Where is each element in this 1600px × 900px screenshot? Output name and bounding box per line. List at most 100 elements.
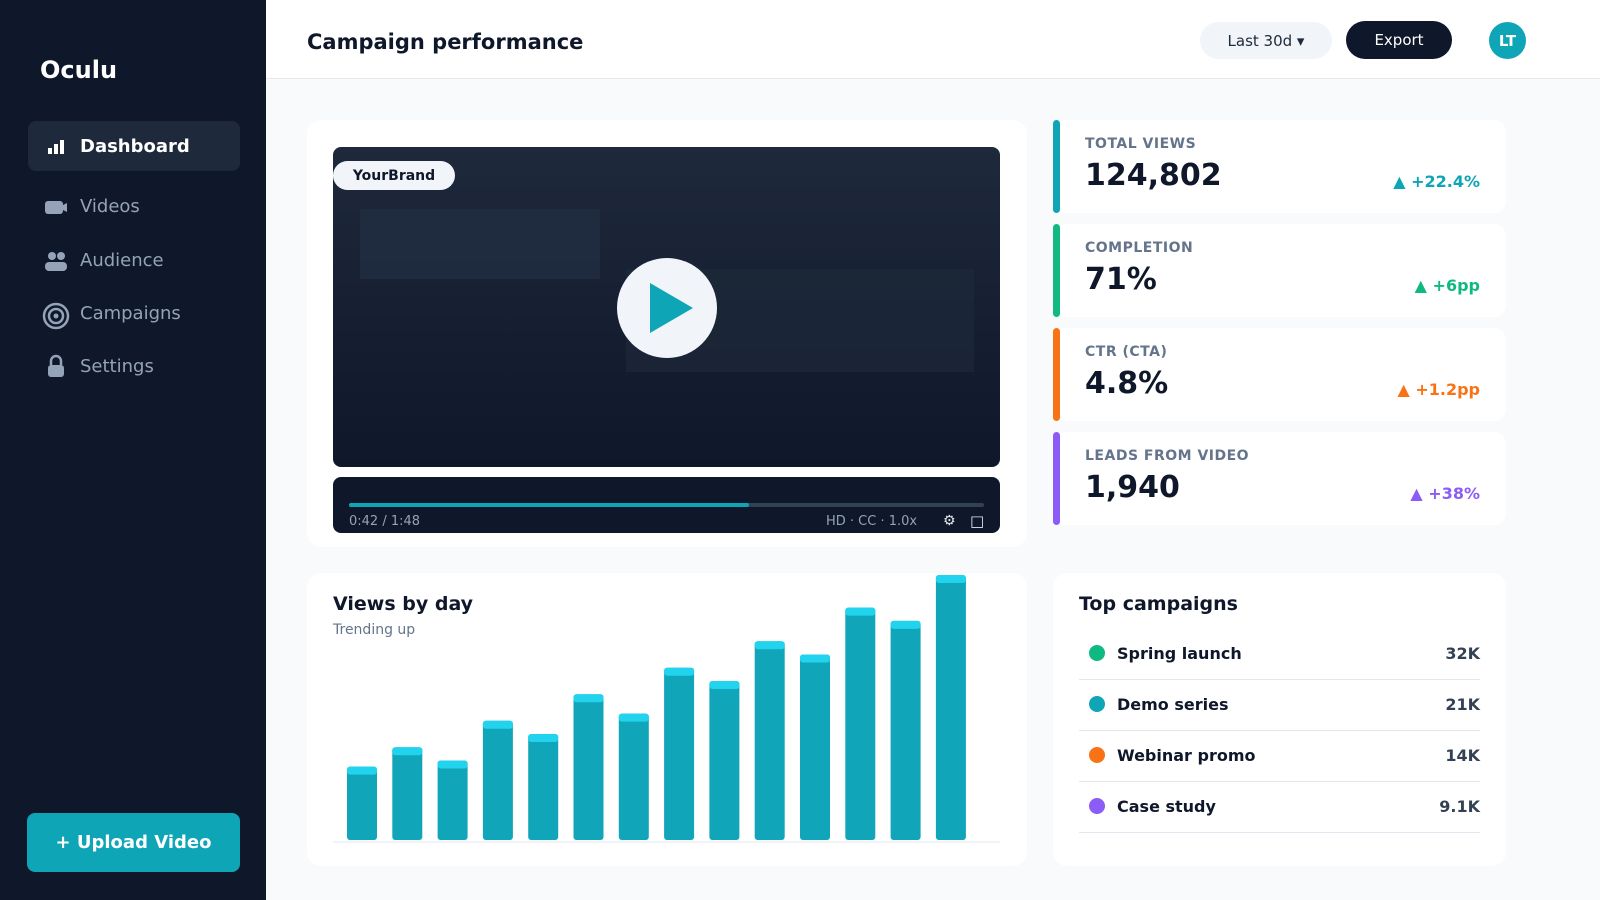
bar-cap xyxy=(482,720,513,729)
kpi-value: 124,802 xyxy=(1085,158,1222,193)
bar xyxy=(664,667,695,840)
campaigns-card: Top campaigns Spring launch 32K Demo serie… xyxy=(1053,573,1506,866)
video-controls: 0:42 / 1:48 HD · CC · 1.0x ⚙ □ xyxy=(333,477,1000,533)
nav-item[interactable]: Settings xyxy=(80,355,154,377)
kpi-stripe xyxy=(1053,120,1060,213)
row-divider xyxy=(1079,781,1480,782)
brand: Oculu xyxy=(40,56,118,84)
campaign-dot xyxy=(1089,747,1105,763)
bar-chart xyxy=(333,575,1000,843)
kpi-delta: ▲ +6pp xyxy=(1414,276,1480,295)
bar xyxy=(392,747,423,840)
kpi-card: CTR (CTA) 4.8% ▲ +1.2pp xyxy=(1053,328,1506,421)
bar-cap xyxy=(709,681,740,689)
bar-body xyxy=(754,641,785,840)
icon-dashboard xyxy=(48,140,64,154)
campaign-name[interactable]: Webinar promo xyxy=(1117,746,1256,765)
row-divider xyxy=(1079,730,1480,731)
bar-cap xyxy=(845,607,876,616)
icon-settings xyxy=(48,354,64,377)
sidebar: Oculu Settings Campaigns Audience Videos Das… xyxy=(0,0,266,900)
topbar: Campaign performance Last 30d ▾ Export L… xyxy=(266,0,1600,79)
campaign-dot xyxy=(1089,696,1105,712)
kpi-value: 1,940 xyxy=(1085,470,1180,505)
kpi-delta: ▲ +22.4% xyxy=(1393,172,1480,191)
bar-body xyxy=(709,681,740,840)
kpi-stripe xyxy=(1053,328,1060,421)
progress-fill xyxy=(349,503,749,507)
fullscreen-icon[interactable]: □ xyxy=(970,512,985,530)
nav-item[interactable]: Videos xyxy=(80,195,140,217)
kpi-delta: ▲ +1.2pp xyxy=(1397,380,1480,399)
bar-body xyxy=(573,694,604,840)
kpi-label: TOTAL VIEWS xyxy=(1085,136,1197,152)
bar-body xyxy=(482,720,513,840)
bar-cap xyxy=(800,654,830,663)
bar xyxy=(709,681,740,840)
bar-cap xyxy=(935,575,966,583)
video-player[interactable]: YourBrand xyxy=(333,147,1000,467)
campaign-name[interactable]: Case study xyxy=(1117,797,1216,816)
bar xyxy=(437,760,468,840)
bar-cap xyxy=(437,760,468,769)
bar-body xyxy=(664,667,695,840)
video-card: YourBrand 0:42 / 1:48 HD · CC · 1.0x ⚙ □ xyxy=(307,120,1027,547)
icon-videos xyxy=(45,201,67,214)
chart-subtitle: Trending up xyxy=(333,622,416,638)
bar xyxy=(347,766,377,840)
bar-body xyxy=(935,575,966,840)
campaign-value: 9.1K xyxy=(1439,797,1480,816)
campaign-name[interactable]: Demo series xyxy=(1117,695,1229,714)
campaign-name[interactable]: Spring launch xyxy=(1117,644,1242,663)
kpi-card: LEADS FROM VIDEO 1,940 ▲ +38% xyxy=(1053,432,1506,525)
bar-cap xyxy=(573,694,604,703)
bar-body xyxy=(347,766,377,840)
kpi-value: 71% xyxy=(1085,262,1157,297)
kpi-card: TOTAL VIEWS 124,802 ▲ +22.4% xyxy=(1053,120,1506,213)
row-divider xyxy=(1079,832,1480,833)
upload-button[interactable]: + Upload Video xyxy=(27,813,240,872)
export-button[interactable]: Export xyxy=(1346,21,1452,59)
avatar[interactable]: LT xyxy=(1489,22,1526,59)
chart-card: Views by day Trending up xyxy=(307,573,1027,866)
play-button[interactable] xyxy=(616,257,718,359)
bar-cap xyxy=(618,713,649,722)
kpi-label: COMPLETION xyxy=(1085,240,1194,256)
bar-body xyxy=(618,713,649,840)
nav-item[interactable]: Audience xyxy=(80,249,164,271)
time-label: 0:42 / 1:48 xyxy=(349,514,421,529)
brand-badge: YourBrand xyxy=(333,161,455,190)
range-select[interactable]: Last 30d ▾ xyxy=(1200,22,1332,59)
bar xyxy=(528,734,559,840)
nav-item[interactable]: Campaigns xyxy=(80,302,181,324)
campaign-dot xyxy=(1089,798,1105,814)
bar-cap xyxy=(890,620,921,629)
bar xyxy=(935,575,966,840)
bar xyxy=(845,607,876,840)
kpi-label: CTR (CTA) xyxy=(1085,344,1168,360)
bar-body xyxy=(890,620,921,840)
bar-cap xyxy=(347,766,377,775)
bar-cap xyxy=(664,667,695,676)
bar-body xyxy=(437,760,468,840)
campaigns-title: Top campaigns xyxy=(1079,593,1238,615)
kpi-delta: ▲ +38% xyxy=(1410,484,1480,503)
quality-label[interactable]: HD · CC · 1.0x xyxy=(826,514,918,529)
settings-icon[interactable]: ⚙ xyxy=(943,513,956,529)
page-title: Campaign performance xyxy=(307,30,584,54)
frame-shape xyxy=(360,209,600,279)
campaign-dot xyxy=(1089,645,1105,661)
bar-body xyxy=(528,734,559,840)
bar xyxy=(573,694,604,840)
icon-campaigns xyxy=(42,302,70,330)
campaign-value: 14K xyxy=(1445,746,1480,765)
icon-audience xyxy=(45,252,67,271)
bar xyxy=(754,641,785,840)
bar-cap xyxy=(528,734,559,742)
bar-cap xyxy=(754,641,785,650)
bar-body xyxy=(800,654,830,840)
campaign-value: 21K xyxy=(1445,695,1480,714)
nav-item[interactable]: Dashboard xyxy=(28,121,240,171)
bar-body xyxy=(845,607,876,840)
